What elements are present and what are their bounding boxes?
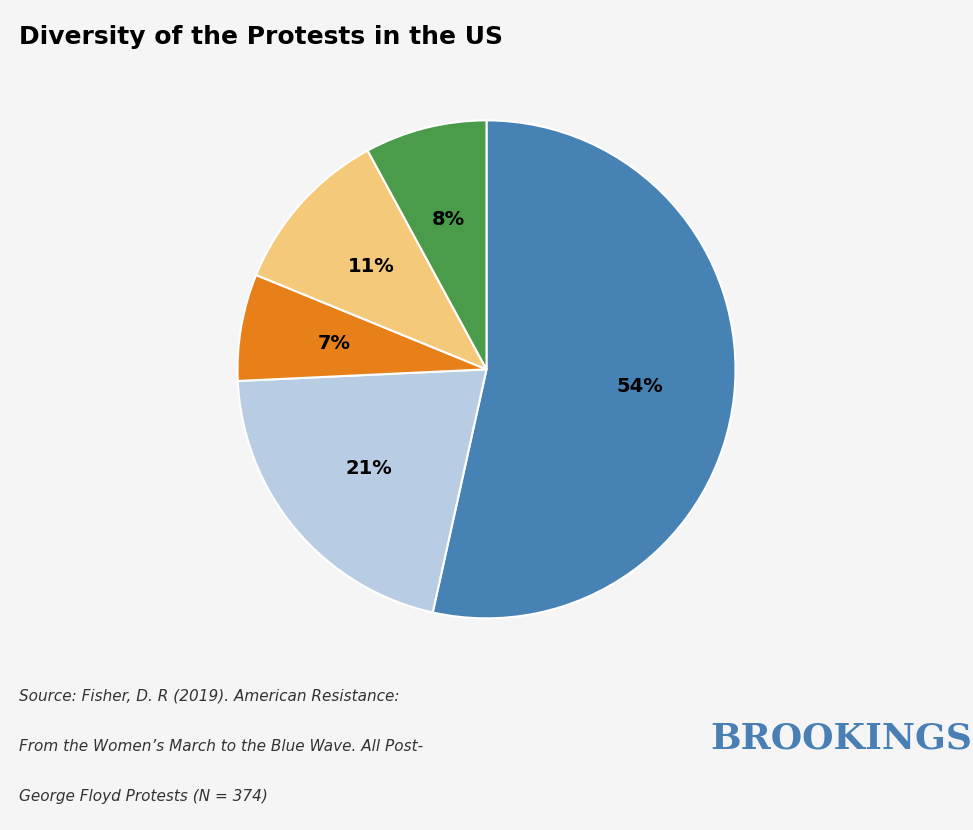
- Text: Source: Fisher, D. R (2019). American Resistance:: Source: Fisher, D. R (2019). American Re…: [19, 689, 400, 704]
- Text: From the Women’s March to the Blue Wave. All Post-: From the Women’s March to the Blue Wave.…: [19, 739, 423, 754]
- Wedge shape: [256, 150, 486, 369]
- Wedge shape: [237, 275, 486, 381]
- Text: BROOKINGS: BROOKINGS: [710, 722, 972, 755]
- Text: 54%: 54%: [617, 377, 664, 396]
- Text: 11%: 11%: [348, 256, 395, 276]
- Wedge shape: [368, 120, 486, 369]
- Text: Diversity of the Protests in the US: Diversity of the Protests in the US: [19, 25, 503, 49]
- Text: 7%: 7%: [318, 334, 351, 353]
- Wedge shape: [237, 369, 486, 613]
- Text: 21%: 21%: [345, 459, 392, 478]
- Text: 8%: 8%: [432, 210, 465, 229]
- Wedge shape: [433, 120, 736, 618]
- Text: George Floyd Protests (N = 374): George Floyd Protests (N = 374): [19, 788, 269, 803]
